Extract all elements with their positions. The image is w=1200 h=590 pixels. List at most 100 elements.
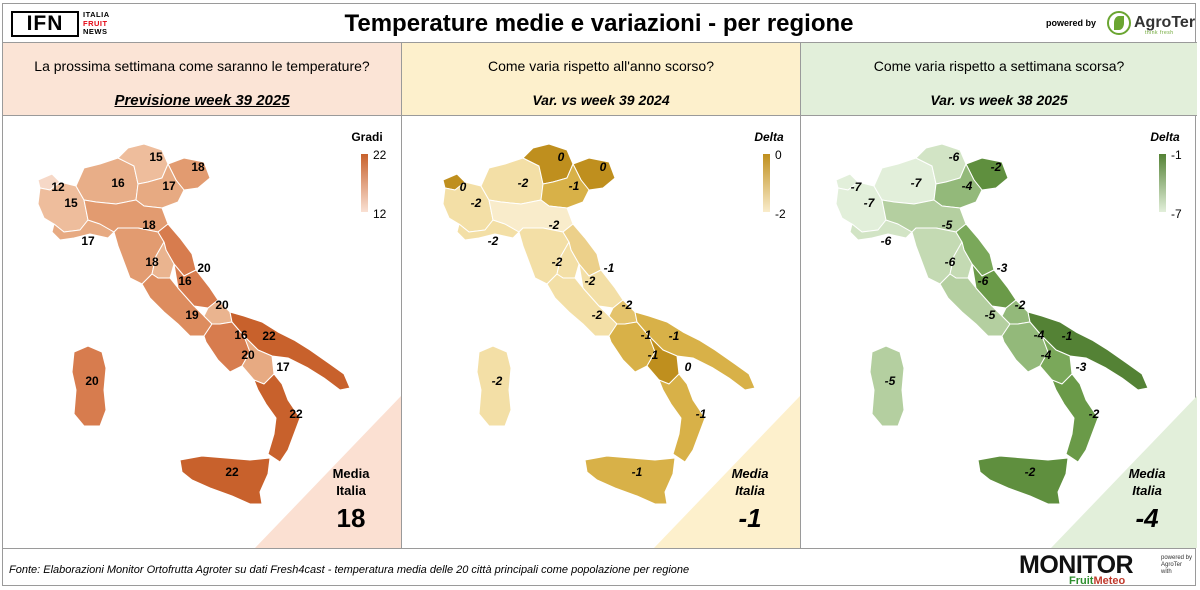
region-value-label: -6 bbox=[978, 274, 989, 288]
region-value-label: -4 bbox=[962, 179, 973, 193]
source-note: Fonte: Elaborazioni Monitor Ortofrutta A… bbox=[9, 564, 690, 576]
panel-header-forecast: La prossima settimana come saranno le te… bbox=[3, 42, 402, 116]
page-title: Temperature medie e variazioni - per reg… bbox=[344, 10, 854, 37]
region-value-label: -6 bbox=[945, 255, 956, 269]
media-italia: Media Italia 18 bbox=[301, 465, 401, 534]
region-value-label: -2 bbox=[1025, 465, 1036, 479]
panel-subtitle: Previsione week 39 2025 bbox=[114, 92, 290, 109]
media-label: Italia bbox=[1132, 483, 1162, 498]
media-label: Italia bbox=[336, 483, 366, 498]
legend-min: 12 bbox=[373, 207, 387, 221]
region-value-label: 20 bbox=[241, 348, 255, 362]
legend-min: -2 bbox=[775, 207, 786, 221]
monitor-side-line: with bbox=[1161, 569, 1172, 575]
header: IFN ITALIA FRUIT NEWS Temperature medie … bbox=[3, 4, 1195, 42]
region-value-label: -2 bbox=[488, 234, 499, 248]
legend-gradient bbox=[1159, 154, 1166, 212]
legend: Delta -1 -7 bbox=[1135, 130, 1195, 221]
region-calabria bbox=[658, 373, 706, 463]
region-value-label: -1 bbox=[604, 261, 615, 275]
region-value-label: 0 bbox=[460, 180, 467, 194]
region-value-label: -7 bbox=[851, 180, 863, 194]
panel-subtitle: Var. vs week 39 2024 bbox=[532, 92, 670, 108]
ifn-logo-line: ITALIA bbox=[83, 10, 110, 19]
region-value-label: -3 bbox=[1076, 360, 1087, 374]
region-value-label: -1 bbox=[1062, 329, 1073, 343]
legend-gradient bbox=[361, 154, 368, 212]
media-corner bbox=[654, 396, 800, 548]
legend: Gradi 22 12 bbox=[337, 130, 397, 221]
legend-title: Delta bbox=[754, 130, 784, 144]
legend-max: -1 bbox=[1171, 148, 1182, 162]
region-value-label: 17 bbox=[276, 360, 290, 374]
ifn-logo-line: FRUIT bbox=[83, 18, 108, 28]
region-value-label: 0 bbox=[558, 150, 565, 164]
region-value-label: -1 bbox=[569, 179, 580, 193]
legend-max: 0 bbox=[775, 148, 782, 162]
panel-question: La prossima settimana come saranno le te… bbox=[34, 58, 370, 74]
region-value-label: -7 bbox=[911, 176, 923, 190]
monitor-side-credits: powered by AgroTer with bbox=[1161, 555, 1192, 576]
panel-header-year-variation: Come varia rispetto all'anno scorso? Var… bbox=[402, 42, 801, 116]
region-value-label: 17 bbox=[162, 179, 176, 193]
region-value-label: -2 bbox=[991, 160, 1002, 174]
media-label: Media bbox=[731, 466, 769, 481]
region-value-label: 0 bbox=[600, 160, 607, 174]
region-value-label: -5 bbox=[885, 374, 896, 388]
region-value-label: 16 bbox=[111, 176, 125, 190]
ifn-logo-main: IFN bbox=[26, 12, 64, 35]
region-sardegna bbox=[71, 345, 107, 427]
legend-gradient bbox=[763, 154, 770, 212]
media-value: -1 bbox=[738, 503, 762, 533]
ifn-logo: IFN ITALIA FRUIT NEWS bbox=[11, 10, 119, 37]
legend-min: -7 bbox=[1171, 207, 1182, 221]
map-panel-forecast: 12 15 16 15 18 17 17 18 18 20 16 19 20 16 20 22 17 22 22 20… bbox=[3, 116, 402, 548]
map-panel-week-variation: -7 -7 -7 -6 -2 -4 -6 -5 -6 -3 -6 -5 -2 -4 -4 -1 -3 -2 -2 -5… bbox=[801, 116, 1197, 548]
region-value-label: -2 bbox=[1089, 407, 1100, 421]
region-value-label: 12 bbox=[51, 180, 65, 194]
panel-subtitle: Var. vs week 38 2025 bbox=[930, 92, 1068, 108]
italy-map: -7-7-7-6-2-4-6-5-6 -3-6-5-2-4-4-1-3-2-2-5 bbox=[835, 143, 1149, 505]
legend: Delta 0 -2 bbox=[739, 130, 799, 221]
region-value-label: -2 bbox=[492, 374, 503, 388]
region-lombardia bbox=[480, 157, 544, 205]
agroter-logo: AgroTer bbox=[1107, 10, 1195, 36]
monitor-sub-meteo: Meteo bbox=[1093, 575, 1126, 587]
media-label: Media bbox=[1128, 466, 1166, 481]
region-sardegna bbox=[476, 345, 512, 427]
region-value-label: -4 bbox=[1034, 328, 1045, 342]
region-value-label: 20 bbox=[215, 298, 229, 312]
infographic-frame: IFN ITALIA FRUIT NEWS Temperature medie … bbox=[2, 3, 1197, 588]
region-liguria bbox=[849, 219, 913, 241]
media-value: -4 bbox=[1135, 503, 1159, 533]
region-value-label: 22 bbox=[289, 407, 303, 421]
region-value-label: 15 bbox=[64, 196, 78, 210]
monitor-side-line: AgroTer bbox=[1161, 562, 1183, 568]
region-value-label: 18 bbox=[191, 160, 205, 174]
agroter-leaf-icon bbox=[1107, 11, 1131, 35]
region-value-label: -1 bbox=[696, 407, 707, 421]
region-value-label: -4 bbox=[1041, 348, 1052, 362]
region-value-label: 16 bbox=[234, 328, 248, 342]
region-value-label: 19 bbox=[185, 308, 199, 322]
region-sicilia bbox=[179, 455, 271, 505]
region-value-label: -2 bbox=[585, 274, 596, 288]
monitor-sub-fruit: Fruit bbox=[1069, 575, 1094, 587]
legend-max: 22 bbox=[373, 148, 387, 162]
region-sardegna bbox=[869, 345, 905, 427]
region-value-label: -6 bbox=[949, 150, 960, 164]
monitor-side-line: powered by bbox=[1161, 555, 1193, 561]
region-value-label: 15 bbox=[149, 150, 163, 164]
region-liguria bbox=[456, 219, 520, 241]
monitor-name: MONITOR bbox=[1019, 551, 1134, 579]
italy-map: 12 15 16 15 18 17 17 18 18 20 16 19 20 16 20 22 17 22 22 20 bbox=[37, 143, 351, 505]
region-liguria bbox=[51, 219, 115, 241]
panel-question: Come varia rispetto all'anno scorso? bbox=[487, 58, 714, 74]
region-value-label: -7 bbox=[864, 196, 876, 210]
media-italia: Media Italia -1 bbox=[700, 465, 800, 534]
region-value-label: -2 bbox=[549, 218, 560, 232]
monitor-fruitmeteo-logo: MONITOR FruitMeteo bbox=[1019, 551, 1159, 588]
media-label: Italia bbox=[735, 483, 765, 498]
region-value-label: 20 bbox=[85, 374, 99, 388]
region-value-label: -1 bbox=[648, 348, 659, 362]
